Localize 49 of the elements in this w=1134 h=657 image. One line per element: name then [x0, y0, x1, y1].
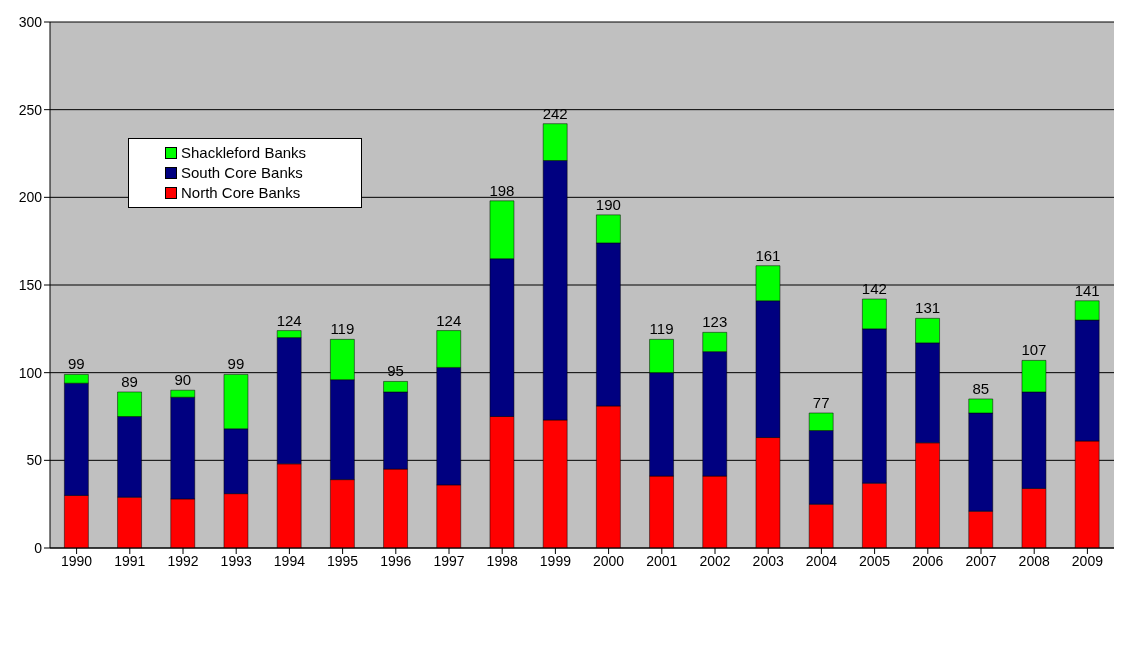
total-label: 99 — [227, 355, 245, 373]
total-label: 85 — [972, 379, 990, 397]
total-label: 190 — [595, 195, 621, 213]
legend-label: South Core Banks — [181, 163, 303, 183]
x-tick-label: 1995 — [327, 552, 359, 569]
y-tick-label: 50 — [26, 452, 43, 469]
x-tick-label: 1997 — [433, 552, 465, 569]
x-tick-label: 1994 — [273, 552, 306, 569]
total-label: 242 — [542, 104, 568, 122]
total-label: 99 — [68, 355, 85, 373]
total-label: 141 — [1074, 281, 1100, 299]
total-label: 142 — [861, 280, 887, 298]
total-label: 124 — [276, 311, 302, 329]
total-label: 77 — [812, 393, 830, 411]
total-label: 161 — [755, 246, 781, 264]
x-tick-label: 1999 — [539, 552, 572, 569]
x-tick-label: 2006 — [912, 552, 944, 569]
x-tick-label: 2003 — [752, 552, 784, 569]
x-tick-label: 2001 — [646, 552, 678, 569]
total-label: 124 — [436, 311, 462, 329]
x-tick-label: 2002 — [699, 552, 731, 569]
x-tick-label: 1992 — [167, 552, 199, 569]
x-tick-label: 2005 — [859, 552, 891, 569]
y-tick-label: 250 — [18, 101, 43, 118]
total-label: 119 — [330, 320, 355, 338]
y-tick-label: 100 — [18, 364, 43, 381]
total-label: 119 — [649, 320, 674, 338]
x-tick-label: 1993 — [220, 552, 252, 569]
x-tick-label: 2007 — [965, 552, 997, 569]
total-label: 123 — [702, 313, 728, 331]
total-label: 198 — [489, 181, 515, 199]
total-label: 107 — [1021, 341, 1047, 359]
x-tick-label: 2009 — [1071, 552, 1104, 569]
y-tick-label: 200 — [18, 189, 43, 206]
total-label: 131 — [915, 299, 941, 317]
x-tick-label: 1991 — [114, 552, 146, 569]
x-tick-label: 2000 — [593, 552, 625, 569]
x-tick-label: 1996 — [380, 552, 412, 569]
y-tick-label: 0 — [34, 539, 43, 556]
x-tick-label: 1998 — [486, 552, 518, 569]
total-label: 90 — [174, 371, 192, 389]
y-tick-label: 300 — [18, 13, 43, 30]
legend-label: North Core Banks — [181, 183, 301, 203]
y-tick-label: 150 — [18, 276, 43, 293]
total-label: 89 — [121, 372, 138, 390]
x-tick-label: 1990 — [61, 552, 93, 569]
x-tick-label: 2004 — [805, 552, 838, 569]
x-tick-label: 2008 — [1018, 552, 1050, 569]
legend-label: Shackleford Banks — [181, 143, 307, 163]
